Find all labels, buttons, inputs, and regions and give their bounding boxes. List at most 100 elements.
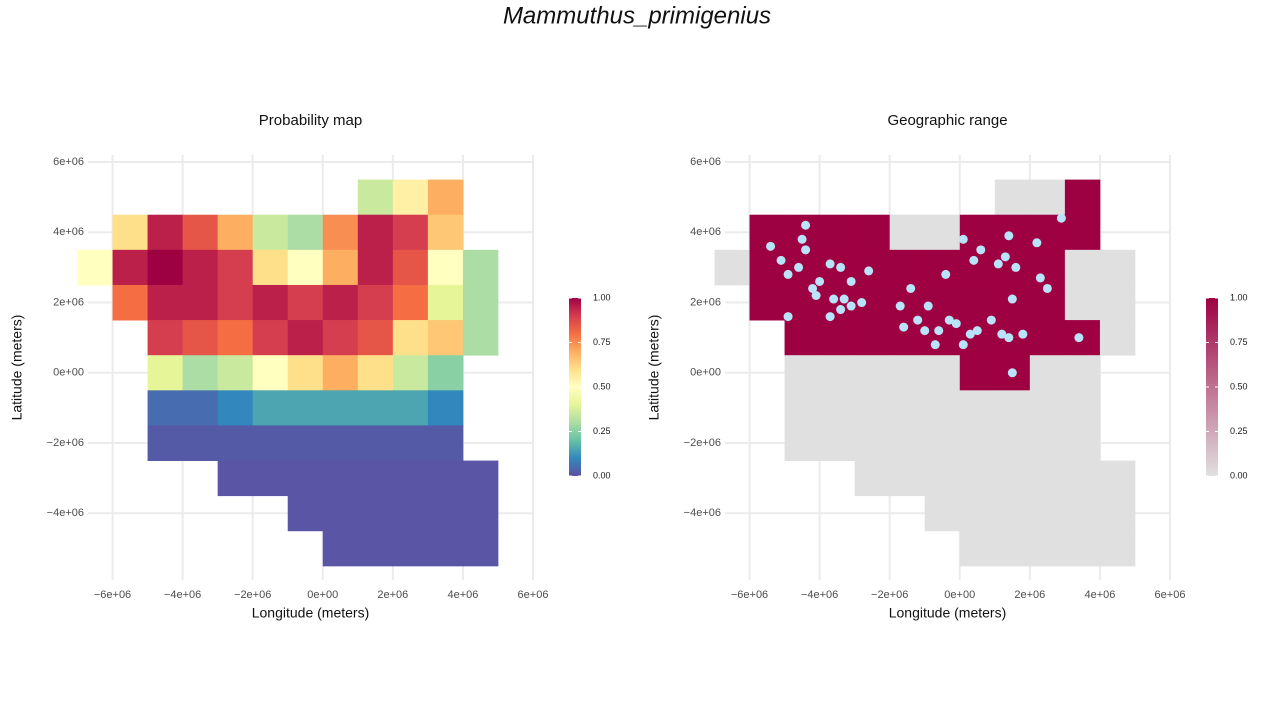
x-tick-label: 4e+06: [1084, 589, 1115, 601]
x-tick-label: −4e+06: [164, 589, 201, 601]
colorbar-label: 0.25: [1230, 426, 1248, 436]
x-tick-label: 6e+06: [518, 589, 549, 601]
raster-cell: [854, 390, 891, 426]
raster-cell: [287, 284, 324, 321]
raster-cell: [959, 214, 996, 251]
occurrence-point: [797, 234, 807, 244]
raster-cell: [462, 249, 499, 286]
raster-cell: [427, 390, 464, 426]
x-tick-label: −2e+06: [234, 589, 271, 601]
raster-cell: [924, 495, 961, 532]
y-tick-label: 2e+06: [53, 296, 84, 308]
raster-cell: [147, 390, 184, 426]
raster-cell: [322, 284, 359, 321]
raster-cell: [392, 320, 429, 356]
raster-cell: [252, 249, 289, 286]
raster-cell: [217, 320, 254, 356]
occurrence-point: [923, 301, 933, 311]
raster-cell: [147, 425, 184, 461]
raster-cell: [1064, 390, 1101, 426]
occurrence-point: [808, 283, 818, 293]
raster-cell: [1029, 495, 1066, 532]
occurrence-point: [965, 329, 975, 339]
raster-cell: [147, 214, 184, 251]
raster-cell: [819, 214, 856, 251]
occurrence-point: [958, 234, 968, 244]
occurrence-point: [1032, 238, 1042, 248]
raster-cell: [427, 425, 464, 461]
occurrence-point: [836, 305, 846, 315]
y-tick-label: 0e+00: [690, 367, 721, 379]
raster-cell: [182, 390, 219, 426]
raster-cell: [959, 390, 996, 426]
raster-cell: [392, 179, 429, 216]
occurrence-point: [825, 312, 835, 322]
raster-cell: [924, 460, 961, 497]
colorbar-label: 0.00: [1230, 470, 1248, 480]
colorbar-label: 1.00: [1230, 292, 1248, 302]
raster-cell: [462, 460, 499, 497]
occurrence-point: [934, 326, 944, 336]
raster-cell: [217, 249, 254, 286]
raster-cell: [217, 214, 254, 251]
raster-cell: [427, 179, 464, 216]
colorbar-label: 0.75: [593, 337, 611, 347]
raster-cell: [392, 425, 429, 461]
occurrence-point: [1004, 333, 1014, 343]
raster-cell: [287, 355, 324, 391]
occurrence-point: [986, 315, 996, 325]
colorbar-label: 0.50: [593, 381, 611, 391]
raster-cell: [322, 530, 359, 567]
raster-cell: [924, 249, 961, 286]
occurrence-point: [794, 262, 804, 272]
colorbar-label: 0.25: [593, 426, 611, 436]
occurrence-point: [895, 301, 905, 311]
x-tick-label: −6e+06: [94, 589, 131, 601]
x-tick-label: −2e+06: [871, 589, 908, 601]
raster-cell: [1064, 355, 1101, 391]
raster-cell: [392, 355, 429, 391]
y-tick-label: 6e+06: [53, 156, 84, 168]
occurrence-point: [1004, 231, 1014, 241]
raster-cell: [182, 284, 219, 321]
raster-cell: [287, 249, 324, 286]
raster-cell: [889, 425, 926, 461]
raster-cell: [427, 284, 464, 321]
raster-cell: [959, 320, 996, 356]
raster-cell: [854, 355, 891, 391]
occurrence-point: [846, 301, 856, 311]
raster-cell: [217, 460, 254, 497]
y-tick-label: −2e+06: [47, 437, 84, 449]
y-tick-label: 4e+06: [53, 226, 84, 238]
occurrence-point: [997, 329, 1007, 339]
panel-title: Probability map: [259, 112, 362, 129]
raster-cell: [182, 249, 219, 286]
raster-cell: [252, 425, 289, 461]
raster-cell: [819, 320, 856, 356]
raster-cell: [889, 214, 926, 251]
raster-cell: [427, 320, 464, 356]
raster-cell: [182, 320, 219, 356]
raster-cell: [462, 530, 499, 567]
occurrence-point: [976, 245, 986, 255]
raster-cell: [322, 460, 359, 497]
raster-cell: [427, 460, 464, 497]
raster-cell: [322, 249, 359, 286]
occurrence-point: [1035, 273, 1045, 283]
occurrence-point: [958, 340, 968, 350]
raster-cell: [959, 460, 996, 497]
occurrence-point: [1011, 262, 1021, 272]
raster-cell: [1099, 495, 1136, 532]
raster-cell: [147, 249, 184, 286]
raster-cell: [994, 390, 1031, 426]
raster-cell: [784, 214, 821, 251]
raster-cell: [924, 390, 961, 426]
raster-cell: [252, 390, 289, 426]
raster-cell: [357, 355, 394, 391]
figure-title: Mammuthus_primigenius: [503, 2, 771, 29]
x-tick-label: 4e+06: [447, 589, 478, 601]
x-tick-label: 0e+00: [307, 589, 338, 601]
raster-cell: [959, 249, 996, 286]
occurrence-point: [1007, 294, 1017, 304]
